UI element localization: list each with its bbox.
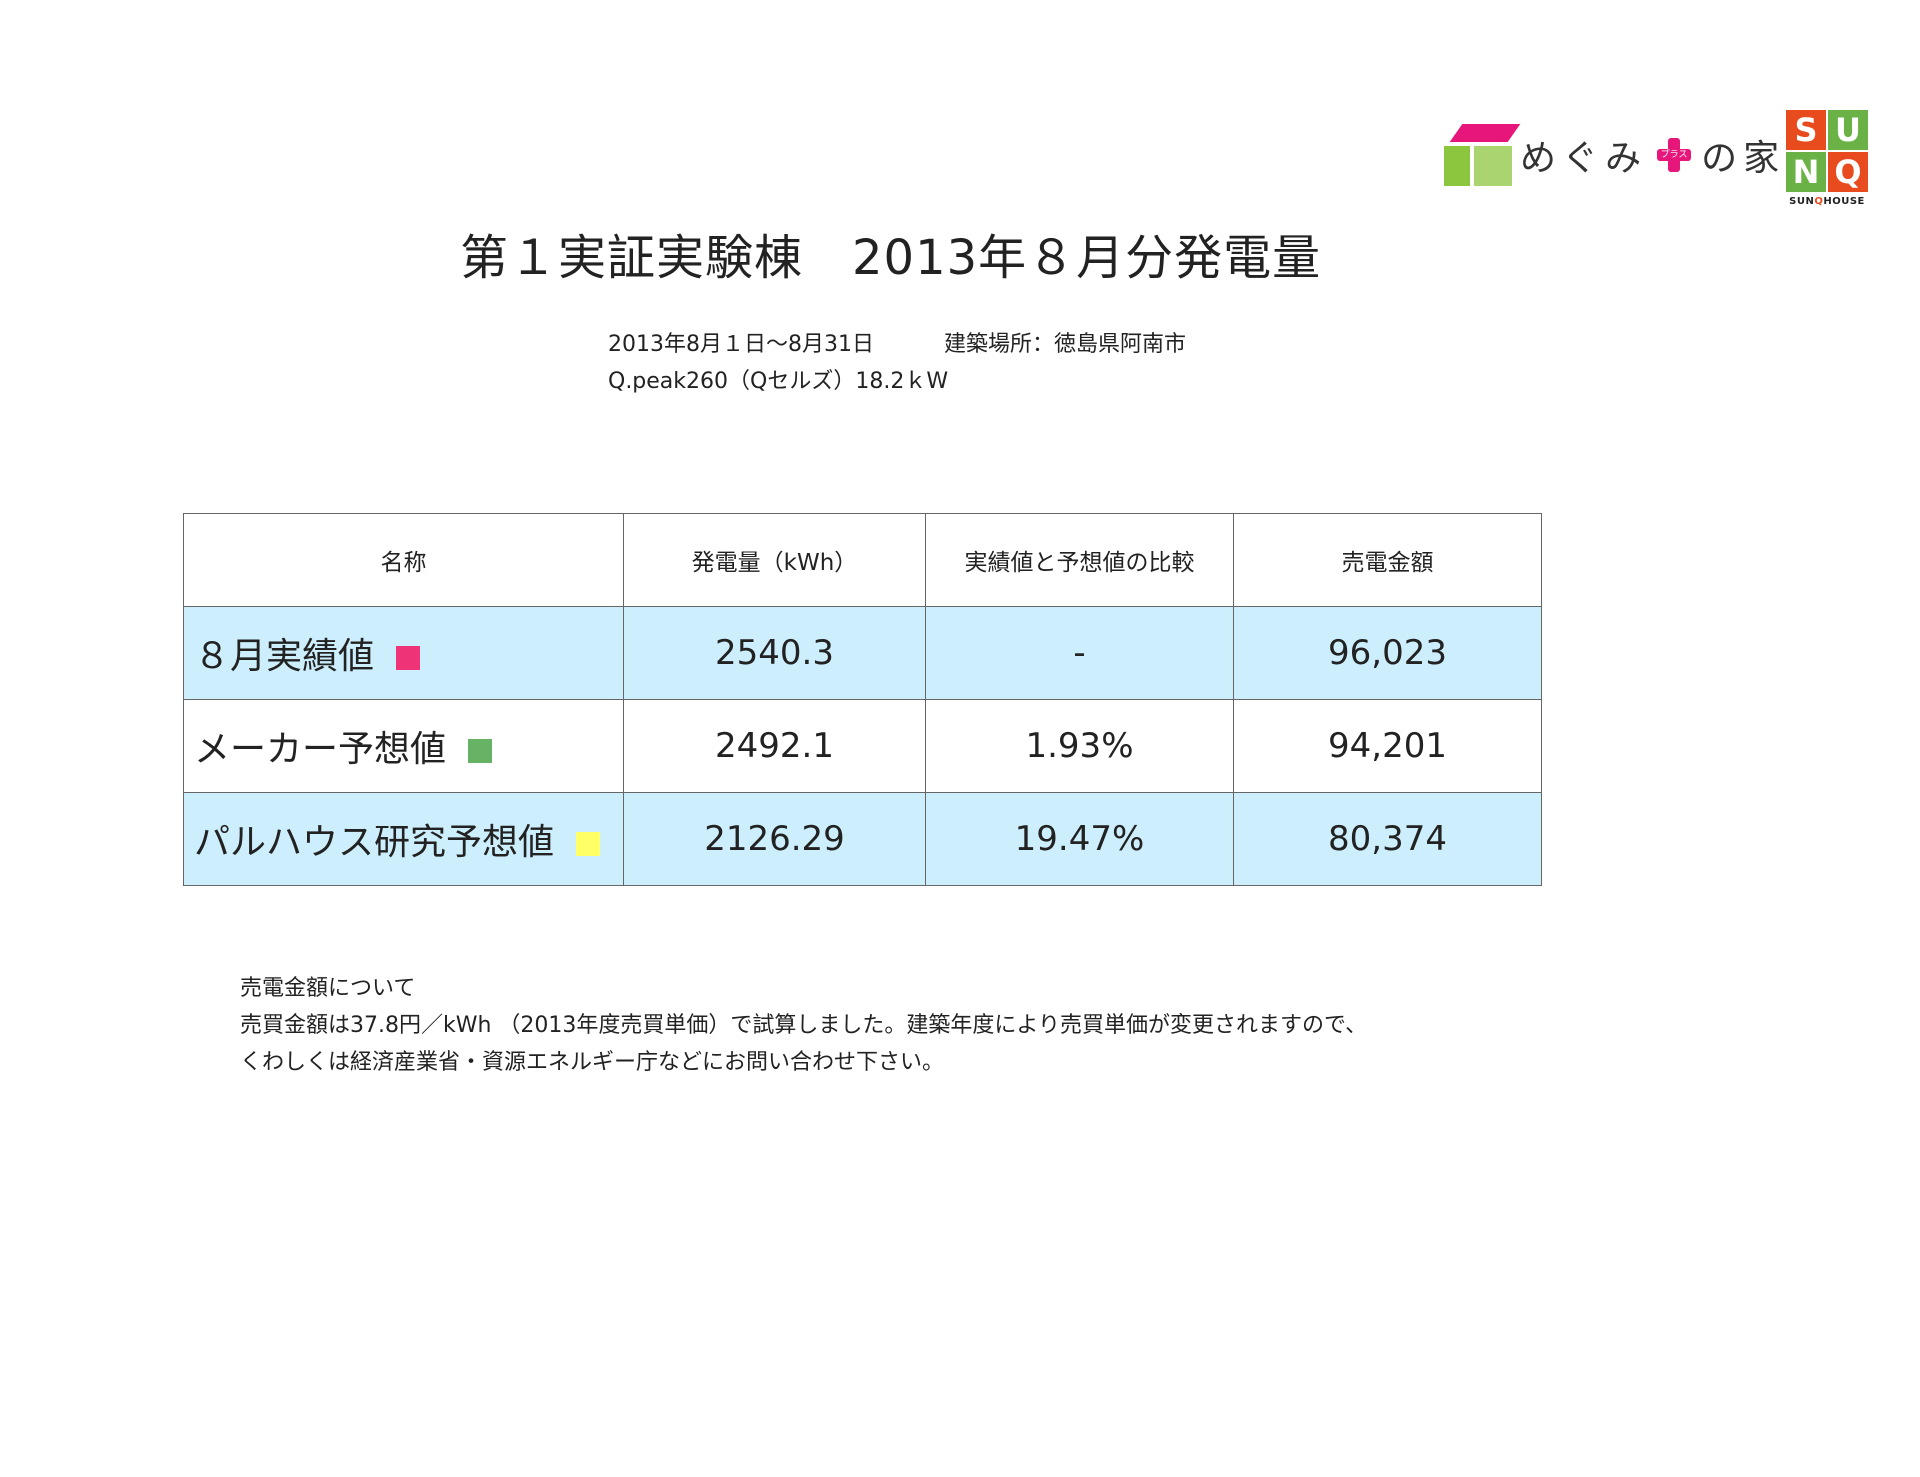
generation-cell: 2126.29 [623,792,926,886]
megumi-logo-text-before: めぐみ [1520,138,1648,179]
sunq-letter-q: Q [1828,152,1868,192]
amount-cell: 96,023 [1233,606,1542,700]
row-name-cell: ８月実績値 [183,606,624,700]
sunq-letter-n: N [1786,152,1826,192]
amount-cell: 94,201 [1233,699,1542,793]
panel-text: Q.peak260（Qセルズ）18.2ｋW [608,369,949,394]
spec-info: 2013年8月１日〜8月31日 建築場所：徳島県阿南市 Q.peak260（Qセル… [608,326,1186,400]
comparison-cell: 19.47% [925,792,1234,886]
row-name-cell: メーカー予想値 [183,699,624,793]
megumi-plus-logo: めぐみ プラス の家 [1444,120,1785,190]
period-text: 2013年8月１日〜8月31日 [608,332,874,357]
sunq-letter-s: S [1786,110,1826,150]
green-square-icon [468,739,493,763]
comparison-cell: - [925,606,1234,700]
plus-icon-label: プラス [1660,150,1688,160]
plus-icon: プラス [1657,138,1692,172]
generation-table: 名称 発電量（kWh） 実績値と予想値の比較 売電金額 ８月実績値 2540.3… [183,513,1542,886]
header-name: 名称 [183,513,624,607]
megumi-logo-text: めぐみ プラス の家 [1520,129,1785,181]
sunq-letter-u: U [1828,110,1868,150]
megumi-logo-text-after: の家 [1701,138,1786,179]
table-row: パルハウス研究予想値 2126.29 19.47% 80,374 [183,792,1542,886]
note-line-1: 売買金額は37.8円／kWh （2013年度売買単価）で試算しました。建築年度に… [240,1013,1368,1038]
row-name-cell: パルハウス研究予想値 [183,792,624,886]
comparison-cell: 1.93% [925,699,1234,793]
note-line-2: くわしくは経済産業省・資源エネルギー庁などにお問い合わせ下さい。 [240,1050,945,1075]
header-comparison: 実績値と予想値の比較 [925,513,1234,607]
table-header-row: 名称 発電量（kWh） 実績値と予想値の比較 売電金額 [183,513,1542,607]
pink-square-icon [396,646,421,670]
generation-cell: 2492.1 [623,699,926,793]
location-text: 建築場所：徳島県阿南市 [943,332,1186,357]
sunq-caption: SUNQHOUSE [1789,196,1865,207]
header-generation: 発電量（kWh） [623,513,926,607]
amount-cell: 80,374 [1233,792,1542,886]
house-logo-icon [1444,122,1521,188]
note-heading: 売電金額について [240,976,416,1001]
table-row: メーカー予想値 2492.1 1.93% 94,201 [183,699,1542,793]
header-amount: 売電金額 [1233,513,1542,607]
table-row: ８月実績値 2540.3 - 96,023 [183,606,1542,700]
generation-cell: 2540.3 [623,606,926,700]
page-title: 第１実証実験棟 2013年８月分発電量 [460,230,1322,286]
sunq-house-logo: S U N Q SUNQHOUSE [1786,110,1868,207]
sales-note: 売電金額について 売買金額は37.8円／kWh （2013年度売買単価）で試算し… [240,970,1367,1081]
yellow-square-icon [576,832,601,856]
